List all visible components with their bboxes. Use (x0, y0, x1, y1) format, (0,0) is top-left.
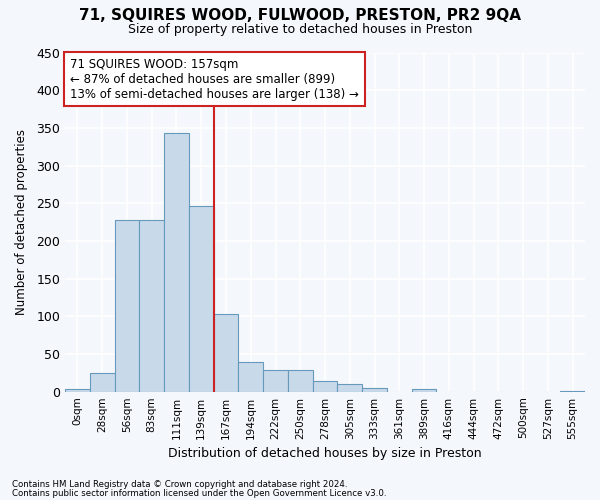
Text: Contains HM Land Registry data © Crown copyright and database right 2024.: Contains HM Land Registry data © Crown c… (12, 480, 347, 489)
Bar (189, 206, 214, 392)
Bar (238, 362, 263, 392)
Bar (115, 220, 139, 392)
Bar (313, 381, 337, 392)
Bar (164, 133, 189, 392)
Bar (214, 314, 238, 392)
Text: Contains public sector information licensed under the Open Government Licence v3: Contains public sector information licen… (12, 488, 386, 498)
Bar (337, 384, 362, 392)
Bar (288, 370, 313, 392)
Text: 71 SQUIRES WOOD: 157sqm
← 87% of detached houses are smaller (899)
13% of semi-d: 71 SQUIRES WOOD: 157sqm ← 87% of detache… (70, 58, 359, 100)
Text: Size of property relative to detached houses in Preston: Size of property relative to detached ho… (128, 22, 472, 36)
Bar (139, 220, 164, 392)
Bar (412, 388, 436, 392)
Bar (90, 373, 115, 392)
Y-axis label: Number of detached properties: Number of detached properties (15, 129, 28, 315)
Bar (263, 370, 288, 392)
Text: 71, SQUIRES WOOD, FULWOOD, PRESTON, PR2 9QA: 71, SQUIRES WOOD, FULWOOD, PRESTON, PR2 … (79, 8, 521, 22)
X-axis label: Distribution of detached houses by size in Preston: Distribution of detached houses by size … (168, 447, 482, 460)
Bar (560, 391, 585, 392)
Bar (362, 388, 387, 392)
Bar (65, 390, 90, 392)
